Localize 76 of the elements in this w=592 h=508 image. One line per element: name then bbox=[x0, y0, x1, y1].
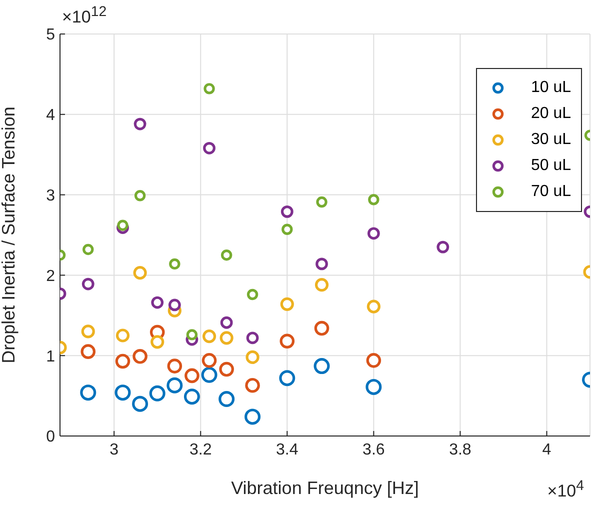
point bbox=[367, 227, 380, 240]
point bbox=[81, 324, 95, 338]
point bbox=[366, 378, 382, 395]
point bbox=[246, 350, 260, 364]
point bbox=[316, 258, 328, 270]
point bbox=[134, 118, 146, 130]
legend-label: 10 uL bbox=[530, 79, 571, 97]
point bbox=[436, 240, 450, 254]
x-tick-label: 3.8 bbox=[449, 441, 472, 458]
point bbox=[316, 196, 328, 208]
point bbox=[246, 288, 258, 300]
point bbox=[282, 224, 293, 235]
point bbox=[202, 330, 216, 344]
y-tick-label: 0 bbox=[46, 428, 56, 446]
y-tick-label: 2 bbox=[46, 268, 56, 285]
point bbox=[80, 344, 96, 359]
point bbox=[186, 329, 198, 340]
point bbox=[244, 408, 261, 425]
legend-label: 30 uL bbox=[530, 131, 571, 149]
y-tick-label: 1 bbox=[46, 348, 56, 366]
point bbox=[314, 358, 330, 374]
point bbox=[80, 384, 96, 401]
point bbox=[168, 298, 181, 312]
y-axis-title: Droplet Inertia / Surface Tension bbox=[0, 106, 18, 364]
point bbox=[132, 396, 148, 412]
point bbox=[115, 354, 130, 369]
x-tick-label: 3.2 bbox=[189, 441, 212, 458]
point bbox=[151, 296, 164, 309]
x-tick-label: 3.6 bbox=[362, 441, 385, 458]
point bbox=[116, 328, 130, 342]
x-axis-title: Vibration Freuqncy [Hz] bbox=[231, 478, 419, 498]
point bbox=[314, 278, 329, 292]
point bbox=[314, 320, 330, 336]
point bbox=[150, 335, 164, 349]
legend-label: 20 uL bbox=[530, 105, 571, 123]
point bbox=[368, 194, 380, 206]
x-tick-label: 3 bbox=[110, 441, 119, 458]
point bbox=[280, 205, 294, 218]
y-tick-label: 5 bbox=[46, 26, 56, 44]
point bbox=[280, 334, 295, 349]
point bbox=[169, 258, 180, 270]
point bbox=[366, 353, 382, 368]
point bbox=[114, 384, 131, 401]
point bbox=[82, 278, 94, 290]
point bbox=[218, 391, 235, 408]
point bbox=[246, 332, 259, 344]
point bbox=[220, 331, 234, 345]
y-tick-label: 4 bbox=[46, 107, 56, 124]
legend-label: 70 uL bbox=[530, 183, 571, 201]
point bbox=[167, 358, 182, 374]
point bbox=[219, 362, 234, 377]
point bbox=[82, 244, 94, 256]
point bbox=[132, 349, 148, 364]
text: ×10$^{12}$ bbox=[62, 4, 107, 28]
x-tick-label: 3.4 bbox=[276, 441, 298, 458]
point bbox=[245, 378, 260, 393]
point bbox=[279, 370, 296, 386]
point bbox=[202, 353, 217, 368]
point bbox=[280, 297, 294, 311]
text: ×10$^{4}$ bbox=[547, 478, 584, 502]
point bbox=[134, 190, 146, 202]
point bbox=[117, 220, 128, 231]
point bbox=[220, 250, 232, 261]
point bbox=[166, 377, 183, 394]
point bbox=[133, 266, 147, 280]
legend-label: 50 uL bbox=[530, 157, 571, 175]
point bbox=[203, 142, 216, 154]
point bbox=[201, 366, 218, 383]
point bbox=[366, 300, 380, 314]
y-tick-label: 3 bbox=[46, 187, 56, 204]
point bbox=[184, 388, 200, 405]
point bbox=[149, 385, 166, 402]
point bbox=[204, 83, 215, 94]
point bbox=[220, 316, 233, 329]
x-tick-label: 4 bbox=[542, 441, 552, 458]
point bbox=[184, 368, 200, 384]
